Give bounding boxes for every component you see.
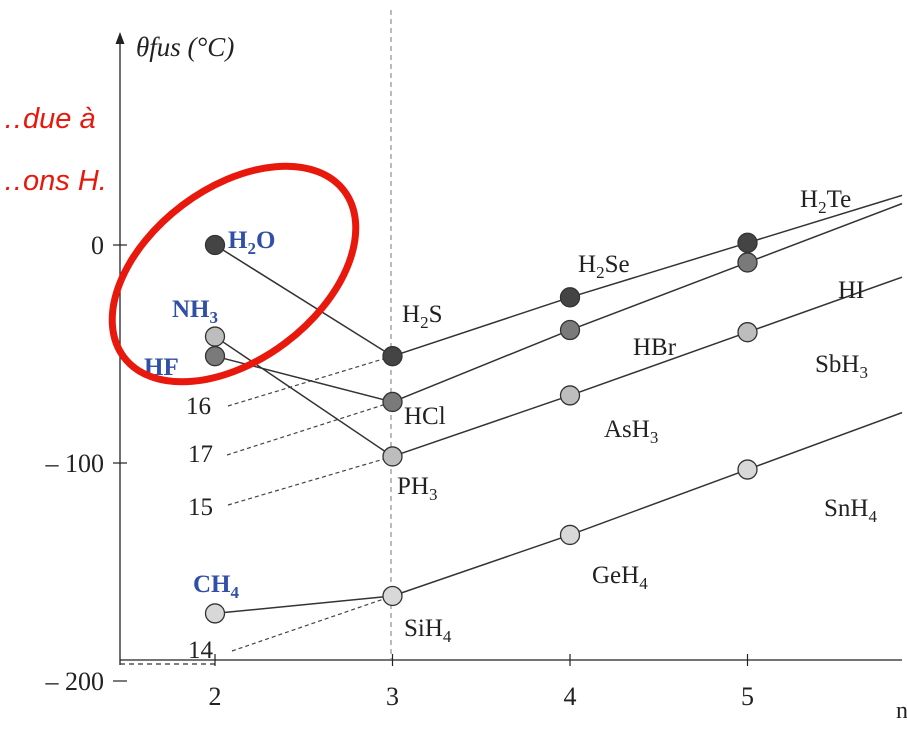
label-HI: HI: [838, 277, 864, 304]
callout-text-line-1: …due à: [0, 103, 96, 135]
data-point-SiH4: [382, 585, 403, 607]
data-point-SnH4: [737, 459, 758, 480]
label-H2Te: H2Te: [800, 186, 851, 217]
data-point-HF: [204, 346, 226, 367]
label-CH4: CH4: [193, 571, 240, 602]
series-line-group-14: [214, 468, 748, 615]
data-point-H2Te: [737, 232, 758, 253]
data-point-PH3: [382, 446, 403, 467]
series-line-continuation-17: [747, 202, 903, 264]
group-label-15: 15: [188, 494, 213, 521]
series-line-continuation-15: [747, 276, 903, 333]
extrapolation-line-group-17: [226, 401, 393, 456]
group-label-14: 14: [188, 637, 214, 664]
x-tick-label-5: 5: [741, 682, 754, 711]
data-point-AsH3: [559, 385, 581, 406]
data-point-HBr: [559, 319, 581, 341]
axes: θfus (°C) n: [115, 10, 907, 724]
y-axis-label: θfus (°C): [136, 32, 234, 62]
data-points: [204, 232, 758, 624]
data-point-H2S: [382, 346, 403, 367]
x-axis-label: n: [896, 698, 907, 724]
label-SiH4: SiH4: [404, 615, 452, 646]
data-point-SbH3: [737, 322, 758, 343]
data-point-H2Se: [559, 287, 581, 308]
label-SbH3: SbH3: [815, 351, 868, 382]
series-line-continuation-14: [747, 411, 903, 471]
data-point-NH3: [204, 326, 226, 347]
extrapolation-line-group-15: [227, 455, 393, 506]
label-HCl: HCl: [404, 403, 446, 430]
label-GeH4: GeH4: [592, 562, 648, 593]
label-SnH4: SnH4: [824, 495, 877, 526]
x-tick-label-3: 3: [386, 682, 399, 711]
label-NH3: NH3: [172, 296, 218, 327]
label-H2Se: H2Se: [578, 251, 630, 282]
ticks: 2 3 4 5 0 – 100 – 200: [45, 231, 755, 711]
data-point-CH4: [204, 603, 226, 624]
y-tick-label-0: 0: [91, 231, 104, 260]
y-tick-label--200: – 200: [45, 667, 105, 696]
extrapolation-line-group-14: [231, 595, 393, 652]
y-tick-label--100: – 100: [45, 449, 105, 478]
group-label-17: 17: [188, 441, 213, 468]
series-line-group-15: [214, 331, 748, 458]
label-AsH3: AsH3: [604, 416, 658, 447]
data-point-HI: [737, 252, 758, 273]
x-tick-label-4: 4: [564, 682, 577, 711]
series-line-group-17: [214, 261, 748, 403]
data-point-H2O: [204, 234, 226, 256]
label-HBr: HBr: [633, 334, 677, 361]
data-point-HCl: [382, 391, 403, 413]
label-H2O: H2O: [228, 227, 275, 258]
y-axis-arrow: [115, 32, 125, 44]
label-H2S: H2S: [402, 301, 442, 332]
series-lines: [214, 194, 903, 615]
x-tick-label-2: 2: [209, 682, 222, 711]
highlight-ellipse: [108, 162, 360, 386]
point-labels: H2OH2SH2SeH2TeHFHClHBrHINH3PH3AsH3SbH3CH…: [144, 186, 877, 646]
series-line-continuation-16: [747, 194, 903, 244]
group-label-16: 16: [186, 393, 211, 420]
series-line-group-16: [214, 242, 748, 358]
label-PH3: PH3: [397, 473, 437, 504]
callout-text-line-2: …ons H.: [0, 165, 107, 197]
data-point-GeH4: [559, 524, 581, 546]
group-labels: 16 17 15 14: [186, 393, 214, 664]
